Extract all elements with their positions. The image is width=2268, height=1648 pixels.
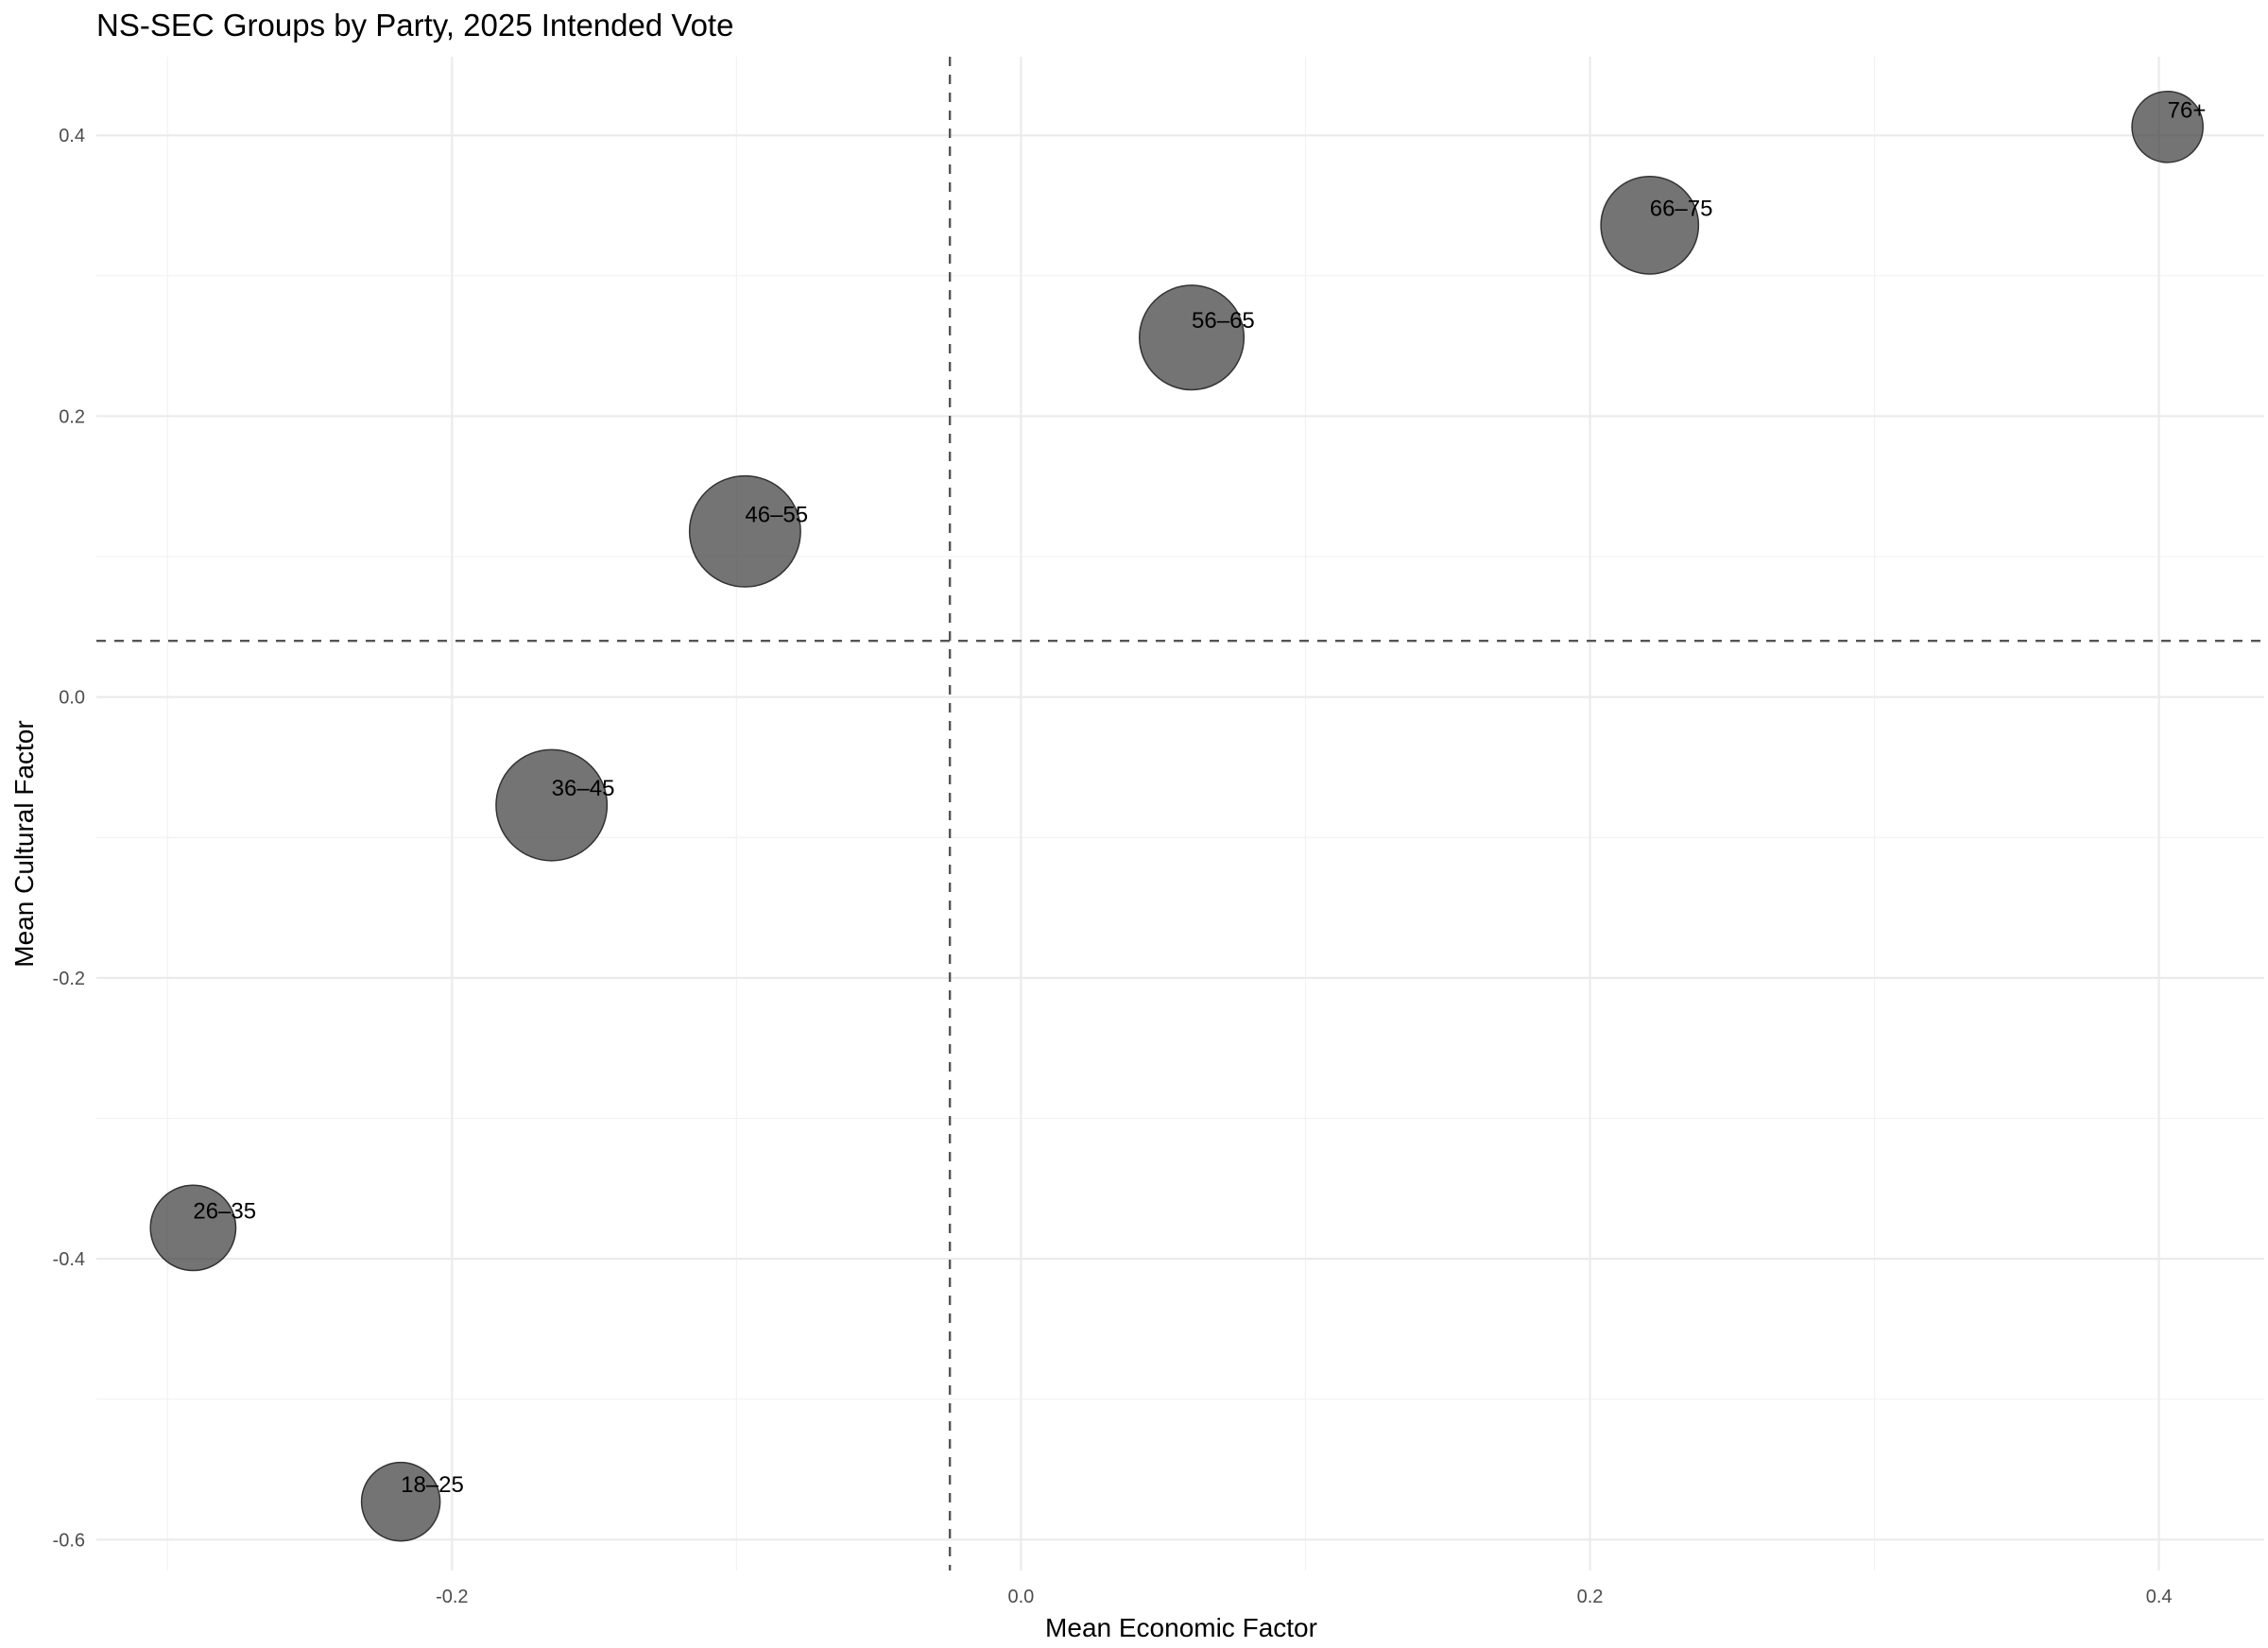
x-axis-title: Mean Economic Factor	[1045, 1613, 1317, 1642]
bubble-label: 46–55	[745, 502, 808, 527]
bubble-point	[149, 1184, 237, 1272]
y-axis-title: Mean Cultural Factor	[9, 720, 39, 967]
bubble-point	[2131, 90, 2204, 163]
bubble-point	[360, 1461, 441, 1542]
bubble-point	[495, 748, 609, 862]
y-tick-label: -0.2	[53, 969, 85, 989]
y-tick-label: 0.4	[59, 126, 85, 146]
bubble-label: 56–65	[1192, 308, 1255, 334]
chart-title: NS-SEC Groups by Party, 2025 Intended Vo…	[96, 8, 733, 43]
bubble-point	[1600, 175, 1700, 275]
x-tick-label: 0.2	[1577, 1587, 1604, 1607]
x-tick-label: 0.0	[1008, 1587, 1035, 1607]
y-tick-label: -0.4	[53, 1249, 85, 1270]
bubble-label: 26–35	[193, 1198, 256, 1224]
tick-labels: -0.2 0.0 0.2 0.4 -0.6 -0.4 -0.2 0.0 0.2 0.4	[53, 126, 2173, 1607]
y-tick-label: -0.6	[53, 1530, 85, 1551]
bubble-label: 66–75	[1650, 196, 1713, 221]
reference-lines	[96, 57, 2264, 1571]
bubble-label: 36–45	[552, 776, 615, 801]
grid	[96, 57, 2264, 1571]
x-tick-label: 0.4	[2146, 1587, 2173, 1607]
point-labels: 18–25 26–35 36–45 46–55 56–65 66–75 76+	[193, 97, 2206, 1498]
y-tick-label: 0.0	[59, 688, 85, 709]
bubble-label: 76+	[2168, 97, 2207, 123]
bubble-label: 18–25	[401, 1472, 464, 1498]
x-tick-label: -0.2	[436, 1587, 468, 1607]
bubble-point	[1138, 284, 1246, 391]
bubbles	[149, 90, 2204, 1542]
y-tick-label: 0.2	[59, 406, 85, 427]
bubble-point	[688, 474, 801, 588]
